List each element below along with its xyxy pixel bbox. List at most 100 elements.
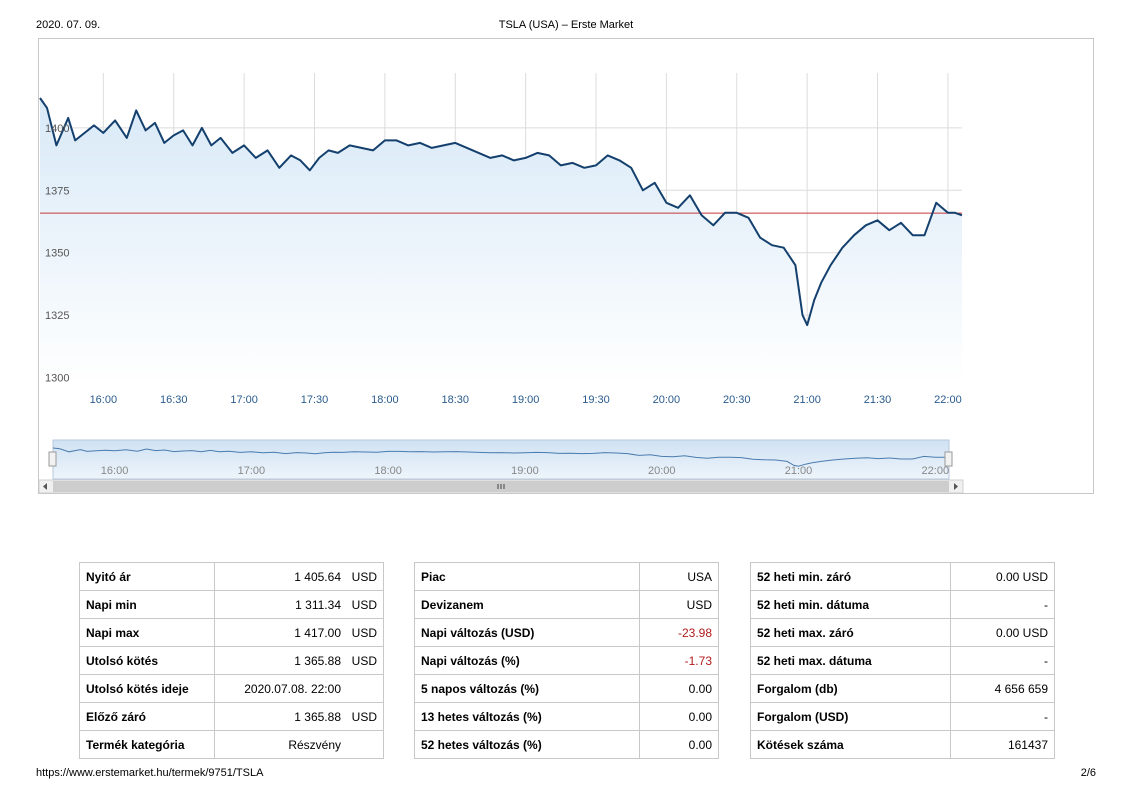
y-tick-label: 1400 bbox=[45, 123, 69, 135]
x-tick-label: 20:00 bbox=[653, 394, 681, 406]
info-value: 0.00 bbox=[638, 702, 720, 731]
x-tick-label: 22:00 bbox=[934, 394, 962, 406]
print-date: 2020. 07. 09. bbox=[36, 19, 101, 31]
info-value: 2020.07.08. 22:00 bbox=[244, 681, 341, 696]
info-value: 161437 bbox=[950, 730, 1055, 759]
navigator-tick-label: 16:00 bbox=[101, 465, 129, 477]
info-value-cell: 1 365.88 USD bbox=[213, 702, 385, 731]
x-tick-label: 19:00 bbox=[512, 394, 540, 406]
info-label: 5 napos változás (%) bbox=[414, 674, 640, 703]
navigator-handle-right[interactable] bbox=[944, 451, 953, 467]
navigator-tick-label: 18:00 bbox=[374, 465, 402, 477]
info-row: 52 heti min. dátuma - bbox=[749, 590, 1055, 619]
info-value: 0.00 USD bbox=[950, 562, 1055, 591]
info-value-cell: Részvény bbox=[213, 730, 385, 759]
info-row: Utolsó kötés 1 365.88 USD bbox=[79, 646, 385, 675]
scroll-right-arrow-icon[interactable] bbox=[954, 483, 958, 490]
info-label: Napi változás (USD) bbox=[414, 618, 640, 647]
y-tick-label: 1300 bbox=[45, 373, 69, 385]
info-label: 52 heti max. záró bbox=[749, 618, 952, 647]
price-chart-frame: 1300 1325 1350 1375 1400 16:00 16:30 17:00 17:30… bbox=[38, 38, 1094, 494]
info-row: Termék kategória Részvény bbox=[79, 730, 385, 759]
y-tick-label: 1325 bbox=[45, 310, 69, 322]
info-label: Kötések száma bbox=[749, 730, 952, 759]
info-value: - bbox=[950, 646, 1055, 675]
info-value-cell: 1 405.64 USD bbox=[213, 562, 385, 591]
x-tick-label: 17:00 bbox=[230, 394, 258, 406]
info-label: 52 heti min. záró bbox=[749, 562, 952, 591]
navigator-tick-label: 17:00 bbox=[238, 465, 266, 477]
info-row: 13 hetes változás (%) 0.00 bbox=[414, 702, 720, 731]
navigator-tick-label: 22:00 bbox=[922, 465, 950, 477]
navigator-handle-left[interactable] bbox=[48, 451, 57, 467]
info-unit: USD bbox=[351, 653, 377, 668]
info-value: -1.73 bbox=[638, 646, 720, 675]
info-label: 52 heti min. dátuma bbox=[749, 590, 952, 619]
info-label: Forgalom (db) bbox=[749, 674, 952, 703]
info-value: -23.98 bbox=[638, 618, 720, 647]
info-row: Napi min 1 311.34 USD bbox=[79, 590, 385, 619]
info-label: Forgalom (USD) bbox=[749, 702, 952, 731]
info-label: Devizanem bbox=[414, 590, 640, 619]
info-row: Devizanem USD bbox=[414, 590, 720, 619]
info-label: 52 heti max. dátuma bbox=[749, 646, 952, 675]
info-value: 0.00 USD bbox=[950, 618, 1055, 647]
x-tick-label: 18:30 bbox=[441, 394, 469, 406]
info-value: - bbox=[950, 590, 1055, 619]
info-value: 1 311.34 bbox=[295, 597, 341, 612]
info-label: Napi min bbox=[79, 590, 215, 619]
info-row: Utolsó kötés ideje 2020.07.08. 22:00 bbox=[79, 674, 385, 703]
info-unit: USD bbox=[351, 625, 377, 640]
info-value: 1 365.88 bbox=[294, 653, 341, 668]
x-tick-label: 19:30 bbox=[582, 394, 610, 406]
y-tick-label: 1375 bbox=[45, 185, 69, 197]
x-tick-label: 18:00 bbox=[371, 394, 399, 406]
info-label: Termék kategória bbox=[79, 730, 215, 759]
info-label: Piac bbox=[414, 562, 640, 591]
navigator-range[interactable] bbox=[52, 439, 950, 480]
info-row: Nyitó ár 1 405.64 USD bbox=[79, 562, 385, 591]
price-line[interactable] bbox=[39, 97, 963, 327]
info-value: 0.00 bbox=[638, 674, 720, 703]
info-value-cell: 2020.07.08. 22:00 bbox=[213, 674, 385, 703]
info-value: - bbox=[950, 702, 1055, 731]
print-title: TSLA (USA) – Erste Market bbox=[498, 19, 634, 31]
info-value: USA bbox=[638, 562, 720, 591]
print-page-number: 2/6 bbox=[1080, 767, 1096, 779]
info-row: 52 heti max. dátuma - bbox=[749, 646, 1055, 675]
info-label: 52 hetes változás (%) bbox=[414, 730, 640, 759]
change-info-table: Piac USA Devizanem USD Napi változás (USD) -2… bbox=[414, 562, 720, 759]
info-label: Nyitó ár bbox=[79, 562, 215, 591]
info-unit: USD bbox=[351, 597, 377, 612]
info-row: Napi változás (%) -1.73 bbox=[414, 646, 720, 675]
price-chart[interactable]: 1300 1325 1350 1375 1400 16:00 16:30 17:00 17:30… bbox=[39, 39, 1093, 493]
info-row: 5 napos változás (%) 0.00 bbox=[414, 674, 720, 703]
info-value-cell: 1 311.34 USD bbox=[213, 590, 385, 619]
info-row: Forgalom (db) 4 656 659 bbox=[749, 674, 1055, 703]
info-value: 1 405.64 bbox=[294, 569, 341, 584]
info-value: 1 365.88 bbox=[294, 709, 341, 724]
info-row: Előző záró 1 365.88 USD bbox=[79, 702, 385, 731]
x-tick-label: 16:00 bbox=[90, 394, 118, 406]
info-value: 4 656 659 bbox=[950, 674, 1055, 703]
y-tick-label: 1350 bbox=[45, 248, 69, 260]
info-row: 52 heti min. záró 0.00 USD bbox=[749, 562, 1055, 591]
info-label: Napi max bbox=[79, 618, 215, 647]
scroll-left-arrow-icon[interactable] bbox=[43, 483, 47, 490]
x-tick-label: 20:30 bbox=[723, 394, 751, 406]
price-area bbox=[40, 98, 962, 385]
info-value: 1 417.00 bbox=[294, 625, 341, 640]
info-label: Napi változás (%) bbox=[414, 646, 640, 675]
info-unit: USD bbox=[351, 569, 377, 584]
info-row: Kötések száma 161437 bbox=[749, 730, 1055, 759]
x-tick-label: 16:30 bbox=[160, 394, 188, 406]
info-row: 52 heti max. záró 0.00 USD bbox=[749, 618, 1055, 647]
price-info-table: Nyitó ár 1 405.64 USD Napi min 1 311.34 USD Na… bbox=[79, 562, 385, 759]
info-row: 52 hetes változás (%) 0.00 bbox=[414, 730, 720, 759]
info-value: USD bbox=[638, 590, 720, 619]
x-tick-label: 21:30 bbox=[864, 394, 892, 406]
annual-info-table: 52 heti min. záró 0.00 USD 52 heti min. dá… bbox=[749, 562, 1055, 759]
x-tick-label: 21:00 bbox=[793, 394, 821, 406]
info-row: Napi változás (USD) -23.98 bbox=[414, 618, 720, 647]
info-row: Piac USA bbox=[414, 562, 720, 591]
